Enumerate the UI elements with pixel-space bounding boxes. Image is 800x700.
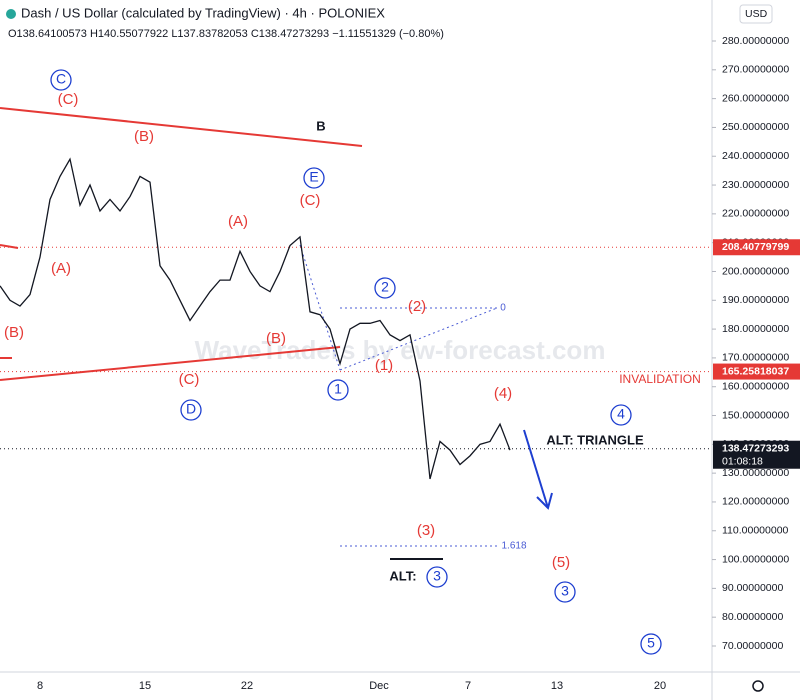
price-label: 208.40779799 — [722, 241, 789, 253]
wave-circle — [610, 404, 632, 426]
y-tick-label: 70.00000000 — [722, 640, 783, 652]
price-label: 138.47273293 — [722, 443, 789, 455]
annotation: (5) — [552, 554, 570, 571]
y-tick-label: 150.00000000 — [722, 409, 789, 421]
y-tick-label: 180.00000000 — [722, 323, 789, 335]
y-tick-label: 190.00000000 — [722, 294, 789, 306]
chart-title: Dash / US Dollar (calculated by TradingV… — [21, 5, 385, 20]
annotation: (2) — [408, 298, 426, 315]
annotation: D — [186, 401, 196, 417]
y-tick-label: 90.00000000 — [722, 582, 783, 594]
price-label-box — [713, 239, 800, 256]
settings-icon — [752, 680, 764, 692]
annotation: (B) — [266, 330, 286, 347]
x-tick-label: 7 — [465, 680, 471, 692]
fib-lines — [299, 244, 498, 547]
annotation: ALT: TRIANGLE — [546, 432, 644, 447]
y-tick-label: 160.00000000 — [722, 380, 789, 392]
annotation: (B) — [134, 128, 154, 145]
annotation: 3 — [561, 583, 569, 599]
x-tick-label: 13 — [551, 680, 563, 692]
wave-circle — [374, 277, 396, 299]
annotation: (3) — [417, 522, 435, 539]
status-dot — [6, 9, 16, 19]
annotation: INVALIDATION — [619, 372, 701, 386]
x-tick-label: 15 — [139, 680, 151, 692]
price-line — [0, 157, 511, 480]
annotation: ALT: — [389, 568, 416, 583]
wave-circle — [180, 399, 202, 421]
x-tick-label: 8 — [37, 680, 43, 692]
annotation: (C) — [300, 192, 321, 209]
annotation: (A) — [228, 213, 248, 230]
currency-label[interactable]: USD — [745, 8, 768, 20]
annotation: (B) — [4, 324, 24, 341]
y-tick-label: 80.00000000 — [722, 611, 783, 623]
price-label: 165.25818037 — [722, 365, 789, 377]
annotation: (C) — [58, 91, 79, 108]
wave-circle — [554, 581, 576, 603]
y-tick-label: 240.00000000 — [722, 150, 789, 162]
wave-circle — [327, 379, 349, 401]
y-tick-label: 280.00000000 — [722, 35, 789, 47]
annotation: (C) — [179, 371, 200, 388]
ohlc-line: O138.64100573 H140.55077922 L137.8378205… — [8, 28, 444, 40]
wave-circle — [640, 633, 662, 655]
currency-button[interactable] — [739, 4, 773, 24]
x-tick-label: 22 — [241, 680, 253, 692]
y-tick-label: 200.00000000 — [722, 265, 789, 277]
wave-circle — [50, 69, 72, 91]
y-tick-label: 270.00000000 — [722, 64, 789, 76]
y-tick-label: 250.00000000 — [722, 121, 789, 133]
y-tick-label: 110.00000000 — [722, 525, 789, 537]
annotation: 0 — [500, 303, 506, 314]
wave-circle — [303, 167, 325, 189]
annotation: 2 — [381, 279, 389, 295]
annotation: E — [309, 169, 318, 185]
annotation: (4) — [494, 385, 512, 402]
watermark: WaveTraders by ew-forecast.com — [195, 335, 606, 365]
price-label-box — [713, 363, 800, 380]
y-tick-label: 170.00000000 — [722, 352, 789, 364]
y-tick-label: 230.00000000 — [722, 179, 789, 191]
annotation: 1.618 — [501, 541, 526, 552]
annotation: 3 — [433, 568, 441, 584]
annotation: (A) — [51, 260, 71, 277]
y-tick-label: 220.00000000 — [722, 208, 789, 220]
annotation: 5 — [647, 635, 655, 651]
x-tick-label: Dec — [369, 680, 389, 692]
annotation: B — [316, 118, 325, 133]
y-tick-label: 120.00000000 — [722, 496, 789, 508]
annotation: C — [56, 71, 66, 87]
y-tick-label: 130.00000000 — [722, 467, 789, 479]
x-tick-label: 20 — [654, 680, 666, 692]
annotation: 1 — [334, 381, 342, 397]
y-tick-label: 100.00000000 — [722, 553, 789, 565]
projection-arrow — [523, 429, 553, 510]
annotation: 4 — [617, 406, 625, 422]
countdown: 01:08:18 — [722, 456, 763, 468]
wave-circle — [426, 566, 448, 588]
price-label-box — [713, 440, 800, 469]
y-tick-label: 260.00000000 — [722, 92, 789, 104]
trend-lines — [0, 107, 363, 381]
annotation: (1) — [375, 357, 393, 374]
